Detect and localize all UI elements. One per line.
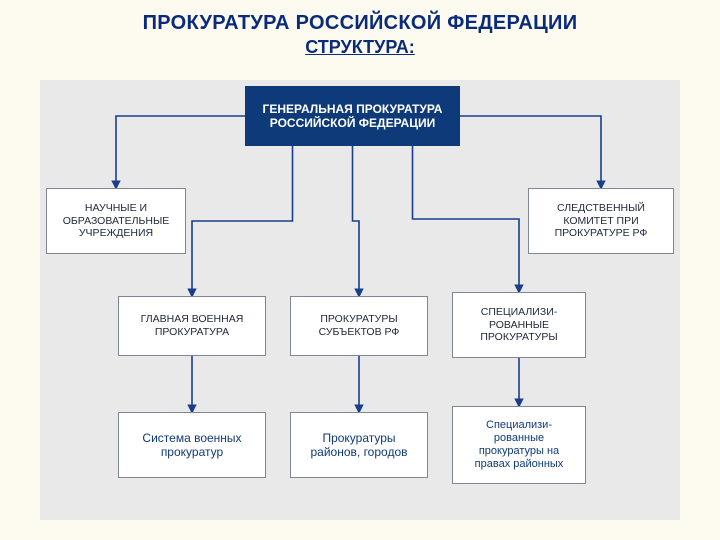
edge-root-to-n_sled [460,116,601,188]
edge-root-to-n_subj [353,146,360,296]
edge-root-to-n_science [116,116,245,188]
node-n_subj: ПРОКУРАТУРЫ СУБЪЕКТОВ РФ [290,296,428,356]
org-chart: ГЕНЕРАЛЬНАЯ ПРОКУРАТУРА РОССИЙСКОЙ ФЕДЕР… [40,80,680,520]
page-title-line2: СТРУКТУРА: [0,37,720,58]
edge-root-to-n_mil_main [192,146,293,296]
node-root: ГЕНЕРАЛЬНАЯ ПРОКУРАТУРА РОССИЙСКОЙ ФЕДЕР… [245,86,460,146]
node-n_district: Прокуратуры районов, городов [290,412,428,478]
node-n_science: НАУЧНЫЕ И ОБРАЗОВАТЕЛЬНЫЕ УЧРЕЖДЕНИЯ [46,188,186,254]
title-block: ПРОКУРАТУРА РОССИЙСКОЙ ФЕДЕРАЦИИ СТРУКТУ… [0,12,720,58]
node-n_sled: СЛЕДСТВЕННЫЙ КОМИТЕТ ПРИ ПРОКУРАТУРЕ РФ [528,188,674,254]
node-n_mil_main: ГЛАВНАЯ ВОЕННАЯ ПРОКУРАТУРА [118,296,266,356]
edge-root-to-n_spec [413,146,520,292]
node-n_spec: СПЕЦИАЛИЗИ-РОВАННЫЕ ПРОКУРАТУРЫ [452,292,586,358]
node-n_mil_sys: Система военных прокуратур [118,412,266,478]
page-title-line1: ПРОКУРАТУРА РОССИЙСКОЙ ФЕДЕРАЦИИ [0,12,720,35]
node-n_spec_district: Специализи-рованные прокуратуры на права… [452,406,586,484]
